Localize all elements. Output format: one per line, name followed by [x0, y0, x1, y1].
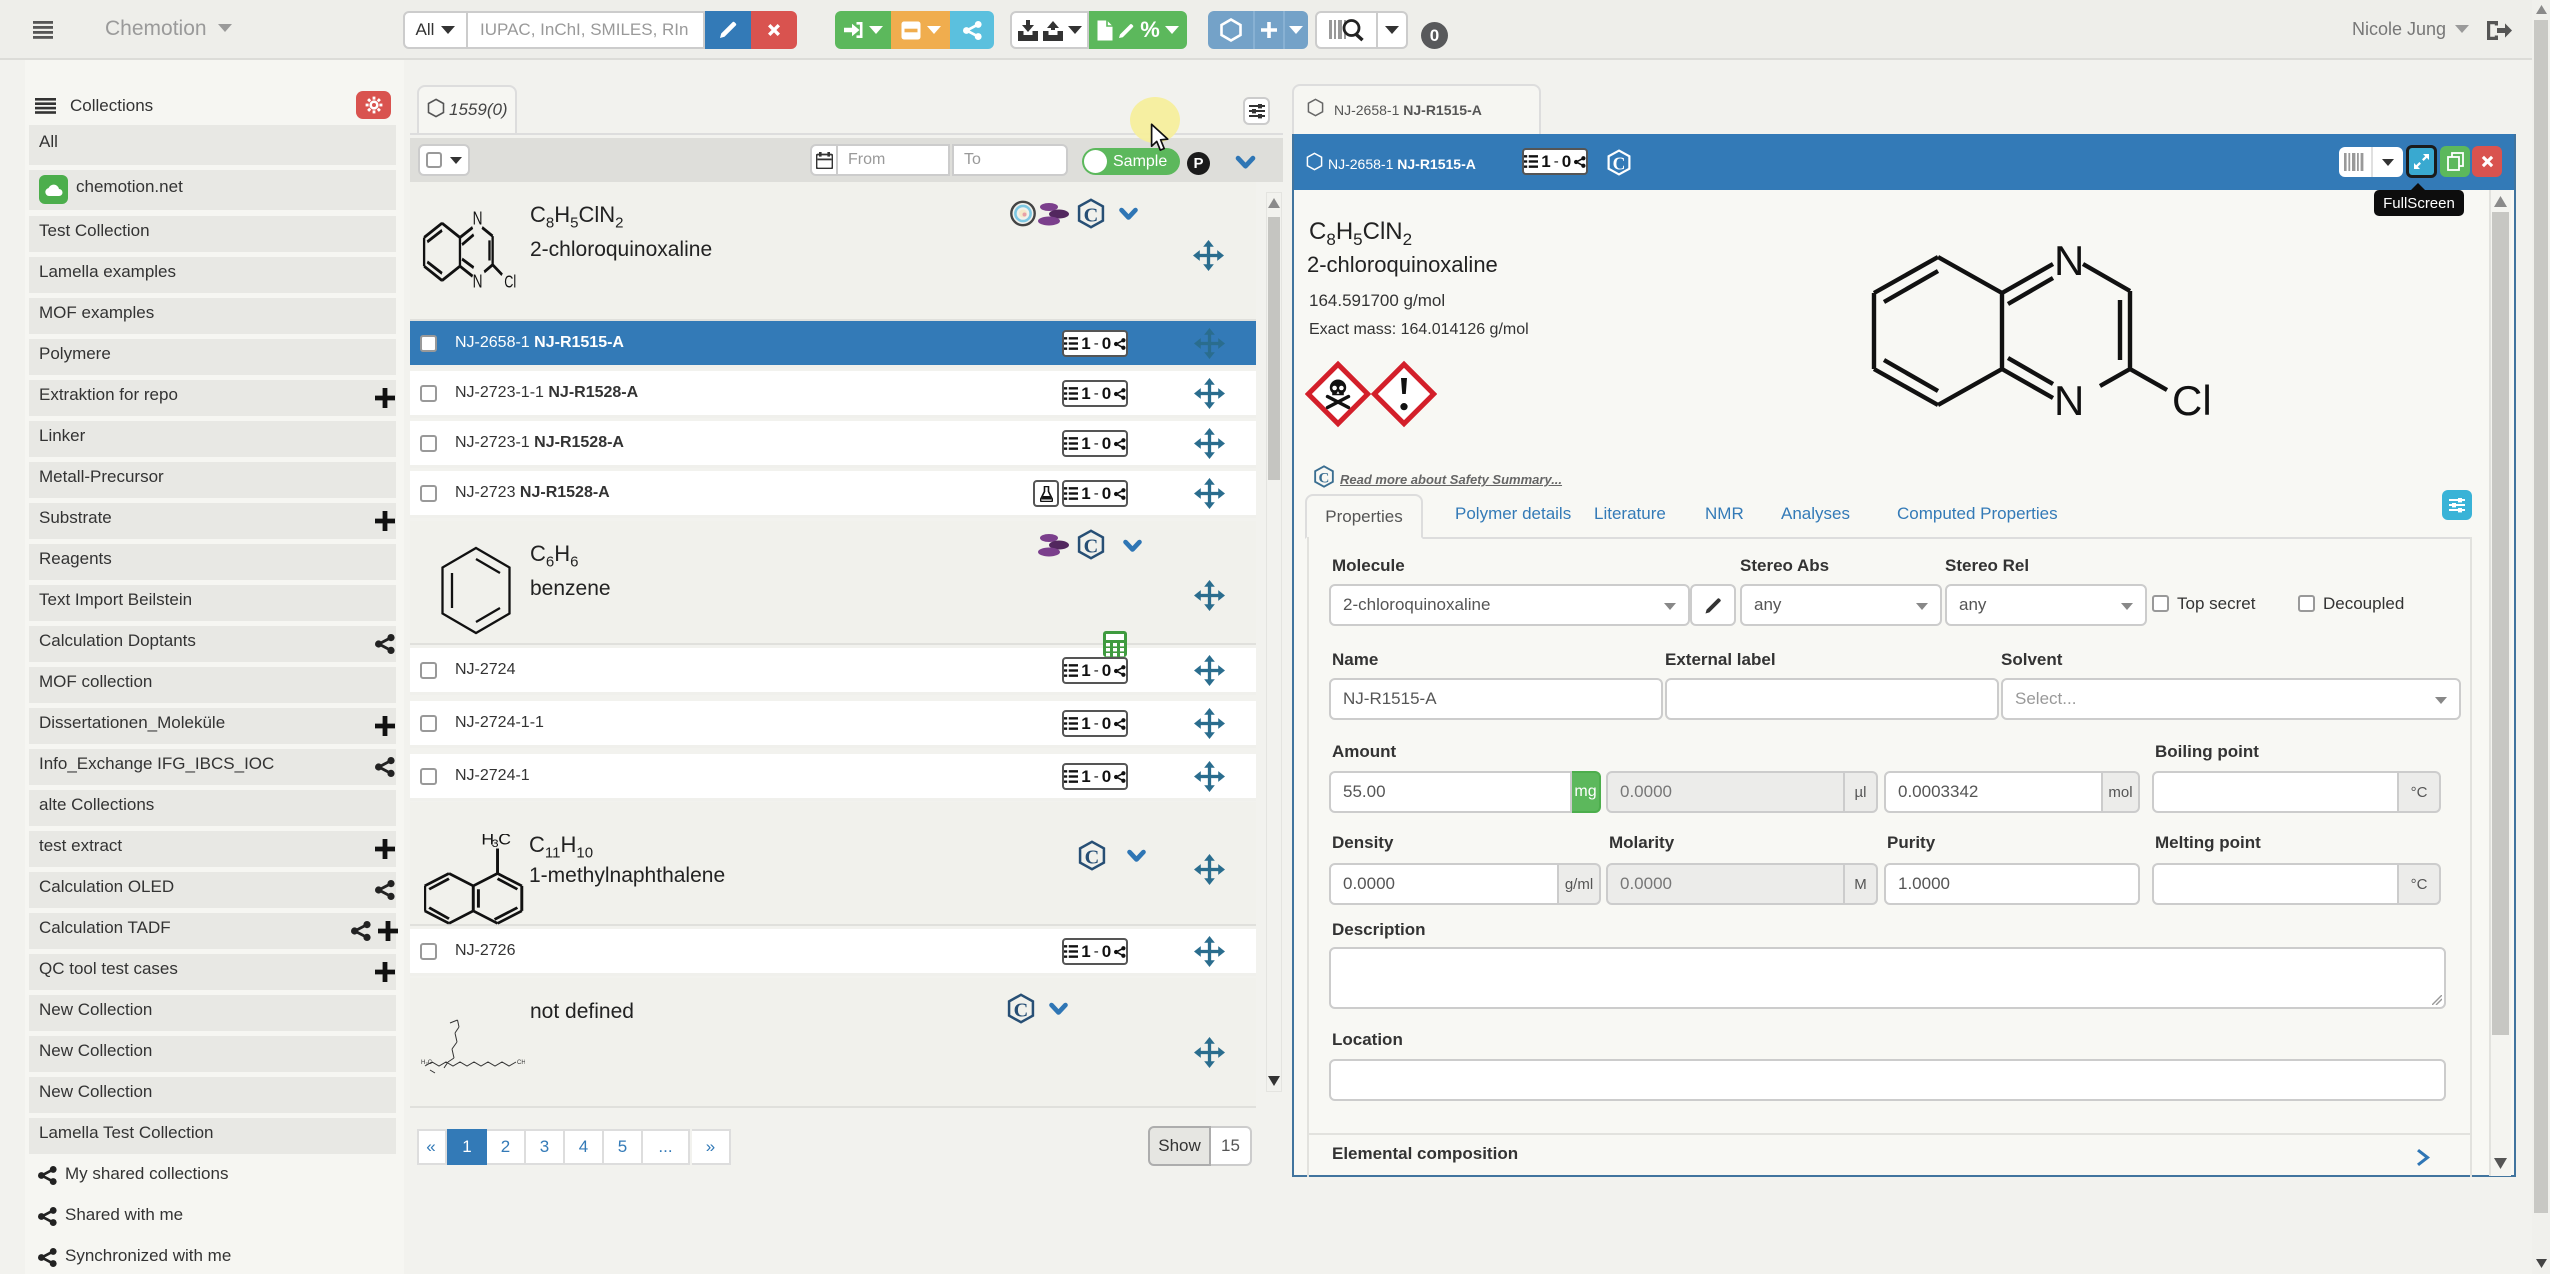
svg-text:C: C — [1319, 470, 1330, 486]
svg-text:CH₃: CH₃ — [517, 1060, 525, 1066]
svg-text:C: C — [1085, 846, 1100, 868]
svg-text:N: N — [2054, 377, 2084, 424]
svg-text:C: C — [1014, 999, 1029, 1021]
svg-text:3: 3 — [492, 837, 499, 850]
svg-text:H₃C: H₃C — [421, 1060, 433, 1066]
svg-text:Cl: Cl — [2172, 377, 2212, 424]
svg-text:C: C — [1084, 204, 1099, 226]
svg-text:N: N — [473, 209, 483, 230]
svg-text:H: H — [481, 834, 494, 848]
svg-text:C: C — [1084, 535, 1099, 557]
svg-text:C: C — [1613, 153, 1626, 173]
svg-text:Cl: Cl — [504, 273, 516, 292]
svg-text:C: C — [498, 834, 511, 848]
svg-text:N: N — [2054, 237, 2084, 284]
svg-text:N: N — [473, 272, 483, 292]
